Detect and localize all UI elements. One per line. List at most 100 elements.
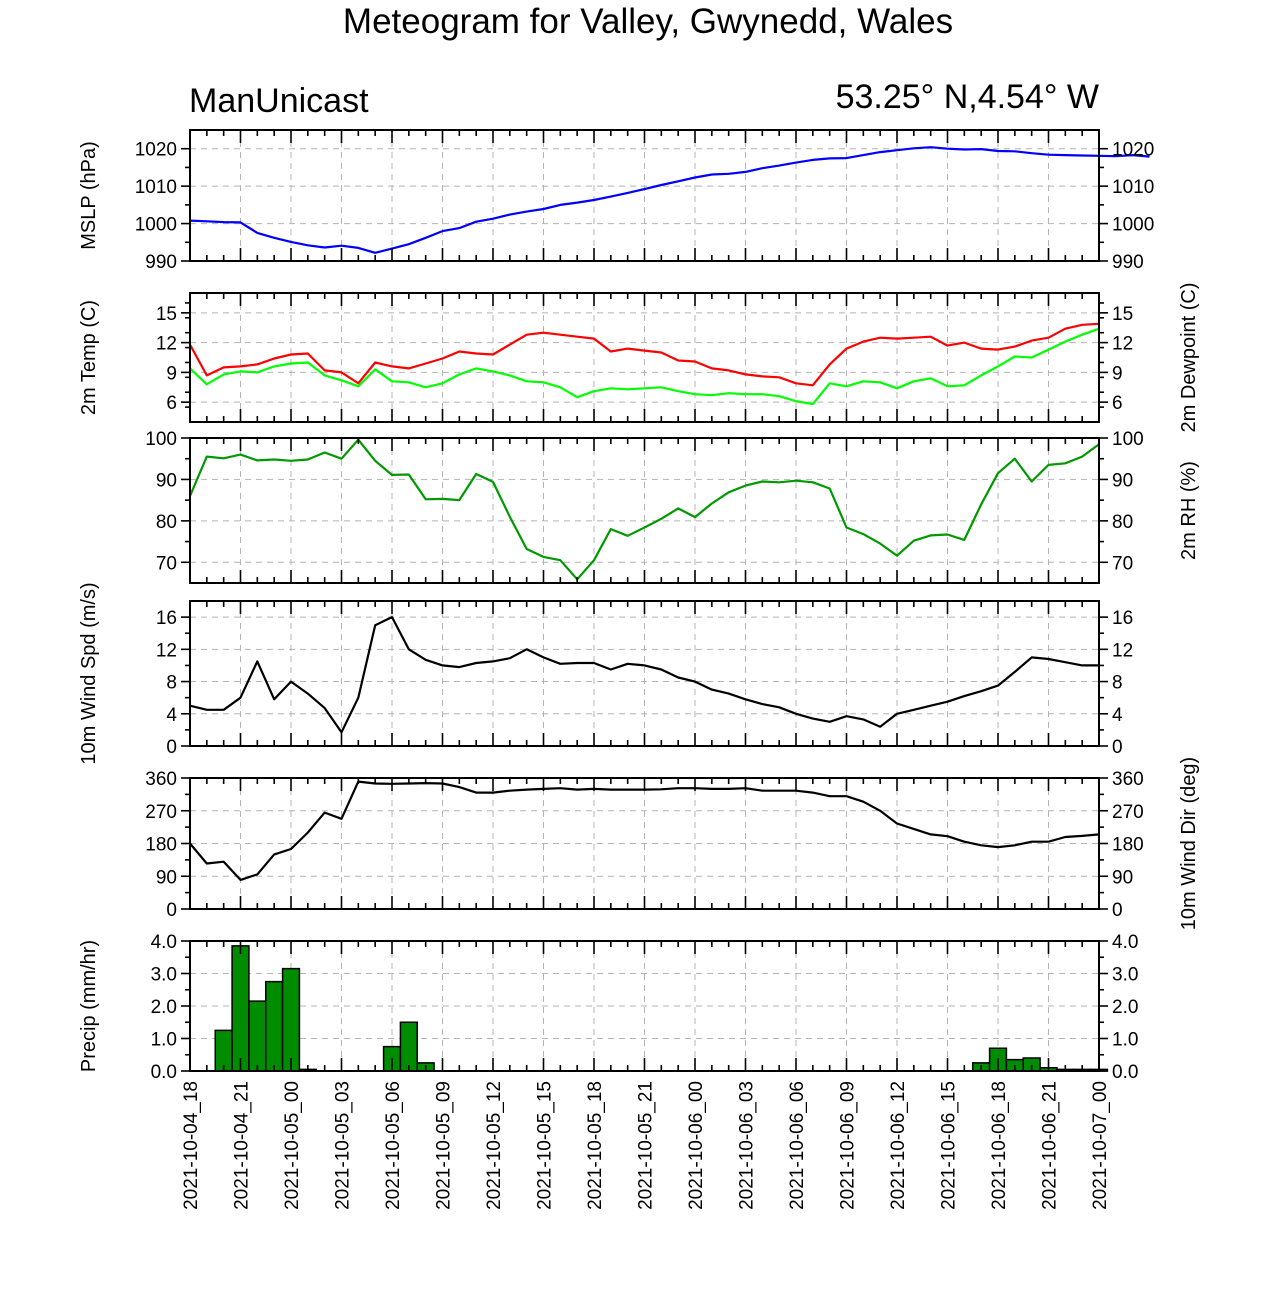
y-axis-title-right: 10m Wind Dir (deg)	[1178, 757, 1200, 930]
x-tick-label: 2021-10-05_21	[636, 1081, 657, 1210]
y-tick-label-right: 0.0	[1112, 1062, 1138, 1083]
y-tick-label-right: 6	[1112, 393, 1123, 414]
y-tick-label-right: 4.0	[1112, 932, 1138, 953]
y-tick-label-left: 8	[166, 673, 177, 694]
y-axis-title-left: Precip (mm/hr)	[78, 940, 100, 1072]
y-tick-label-right: 360	[1112, 769, 1144, 790]
x-tick-label: 2021-10-06_00	[686, 1081, 707, 1210]
panel-wspd: 0 0 4 4 8 8 12 12 16 16 10m Wind Spd (m/s)	[78, 582, 1133, 764]
y-tick-label-left: 80	[156, 512, 177, 533]
series-line-2m-dewpoint	[189, 327, 1100, 406]
y-tick-label-left: 90	[156, 470, 177, 491]
y-tick-label-left: 3.0	[151, 965, 177, 986]
y-tick-label-left: 15	[156, 304, 177, 325]
y-tick-label-left: 990	[145, 252, 177, 273]
y-tick-label-left: 12	[156, 640, 177, 661]
y-tick-label-left: 4	[166, 705, 177, 726]
x-tick-label: 2021-10-06_21	[1040, 1081, 1061, 1210]
y-axis-title-left: 2m Temp (C)	[78, 300, 100, 415]
x-tick-label: 2021-10-05_03	[333, 1081, 354, 1210]
y-tick-label-right: 0	[1112, 900, 1123, 921]
x-tick-label: 2021-10-05_12	[484, 1081, 505, 1210]
y-tick-label-right: 270	[1112, 802, 1144, 823]
y-tick-label-right: 12	[1112, 640, 1133, 661]
x-tick-label: 2021-10-05_00	[282, 1081, 303, 1210]
y-tick-label-right: 15	[1112, 304, 1133, 325]
y-tick-label-left: 270	[145, 802, 177, 823]
y-tick-label-left: 90	[156, 867, 177, 888]
y-tick-label-left: 4.0	[151, 932, 177, 953]
x-tick-label: 2021-10-06_18	[989, 1081, 1010, 1210]
y-tick-label-left: 180	[145, 835, 177, 856]
y-tick-label-left: 1010	[135, 177, 177, 198]
series-line-10m-wind-spd	[189, 615, 1099, 734]
x-tick-label: 2021-10-05_09	[434, 1081, 455, 1210]
y-tick-label-right: 16	[1112, 608, 1133, 629]
precip-bar	[214, 1029, 233, 1072]
precip-bar	[399, 1021, 418, 1072]
y-tick-label-right: 0	[1112, 737, 1123, 758]
precip-bar	[231, 945, 250, 1072]
panel-precip: 0.0 0.0 1.0 1.0 2.0 2.0 3.0 3.0 4.0 4.0 Precip (mm…	[78, 932, 1138, 1083]
y-tick-label-right: 100	[1112, 429, 1144, 450]
y-tick-label-right: 90	[1112, 867, 1133, 888]
y-tick-label-left: 12	[156, 334, 177, 355]
y-tick-label-left: 16	[156, 608, 177, 629]
chart-title: Meteogram for Valley, Gwynedd, Wales	[343, 2, 953, 41]
y-tick-label-left: 0	[166, 900, 177, 921]
precip-bar	[248, 1000, 267, 1072]
x-tick-label: 2021-10-04_21	[232, 1081, 253, 1210]
y-tick-label-right: 990	[1112, 252, 1144, 273]
y-tick-label-left: 70	[156, 553, 177, 574]
series-line-2m-rh	[188, 438, 1100, 581]
precip-bar	[265, 980, 284, 1072]
y-tick-label-right: 1.0	[1112, 1030, 1138, 1051]
series-line-2m-temp	[189, 322, 1100, 387]
x-tick-label: 2021-10-06_06	[787, 1081, 808, 1210]
y-tick-label-left: 360	[145, 769, 177, 790]
y-tick-label-right: 80	[1112, 512, 1133, 533]
y-tick-label-right: 180	[1112, 835, 1144, 856]
x-tick-label: 2021-10-06_15	[939, 1081, 960, 1210]
y-axis-title-left: MSLP (hPa)	[78, 141, 100, 250]
y-tick-label-right: 90	[1112, 470, 1133, 491]
location-coords: 53.25° N,4.54° W	[836, 78, 1099, 116]
y-axis-title-right: 2m RH (%)	[1178, 461, 1200, 560]
x-tick-label: 2021-10-06_03	[737, 1081, 758, 1210]
y-tick-label-right: 3.0	[1112, 965, 1138, 986]
x-tick-label: 2021-10-05_15	[535, 1081, 556, 1210]
x-axis-labels: 2021-10-04_18 2021-10-04_21 2021-10-05_00 2…	[181, 1081, 1111, 1210]
y-tick-label-right: 12	[1112, 334, 1133, 355]
y-tick-label-right: 9	[1112, 363, 1123, 384]
x-tick-label: 2021-10-05_06	[383, 1081, 404, 1210]
series-line-10m-wind-dir	[189, 780, 1100, 882]
y-axis-title-right: 2m Dewpoint (C)	[1178, 282, 1200, 432]
panel-rh: 70 70 80 80 90 90 100 100 2m RH (%)	[145, 429, 1200, 584]
y-axis-title-left: 10m Wind Spd (m/s)	[78, 582, 100, 764]
x-tick-label: 2021-10-07_00	[1090, 1081, 1111, 1210]
x-tick-label: 2021-10-05_18	[585, 1081, 606, 1210]
precip-bar	[281, 967, 301, 1072]
y-tick-label-right: 1020	[1112, 140, 1154, 161]
x-tick-label: 2021-10-04_18	[181, 1081, 202, 1210]
y-tick-label-right: 70	[1112, 553, 1133, 574]
x-tick-label: 2021-10-06_12	[888, 1081, 909, 1210]
y-tick-label-left: 1000	[135, 215, 177, 236]
y-tick-label-left: 2.0	[151, 997, 177, 1018]
y-tick-label-left: 1.0	[151, 1030, 177, 1051]
y-tick-label-left: 6	[166, 393, 177, 414]
y-tick-label-right: 4	[1112, 705, 1123, 726]
panel-temp: 6 6 9 9 12 12 15 15 2m Temp (C) 2m Dewpoint (C)	[78, 282, 1200, 432]
y-tick-label-right: 1000	[1112, 215, 1154, 236]
y-tick-label-right: 8	[1112, 673, 1123, 694]
y-tick-label-left: 100	[145, 429, 177, 450]
panel-mslp: 990 990 1000 1000 1010 1010 1020 1020 MSLP (hPa)	[78, 129, 1154, 273]
y-tick-label-left: 0	[166, 737, 177, 758]
y-tick-label-left: 1020	[135, 140, 177, 161]
y-tick-label-left: 0.0	[151, 1062, 177, 1083]
panel-wdir: 0 0 90 90 180 180 270 270 360 360 10m Wind Dir (de…	[145, 757, 1200, 930]
y-tick-label-right: 2.0	[1112, 997, 1138, 1018]
model-name: ManUnicast	[189, 82, 369, 120]
